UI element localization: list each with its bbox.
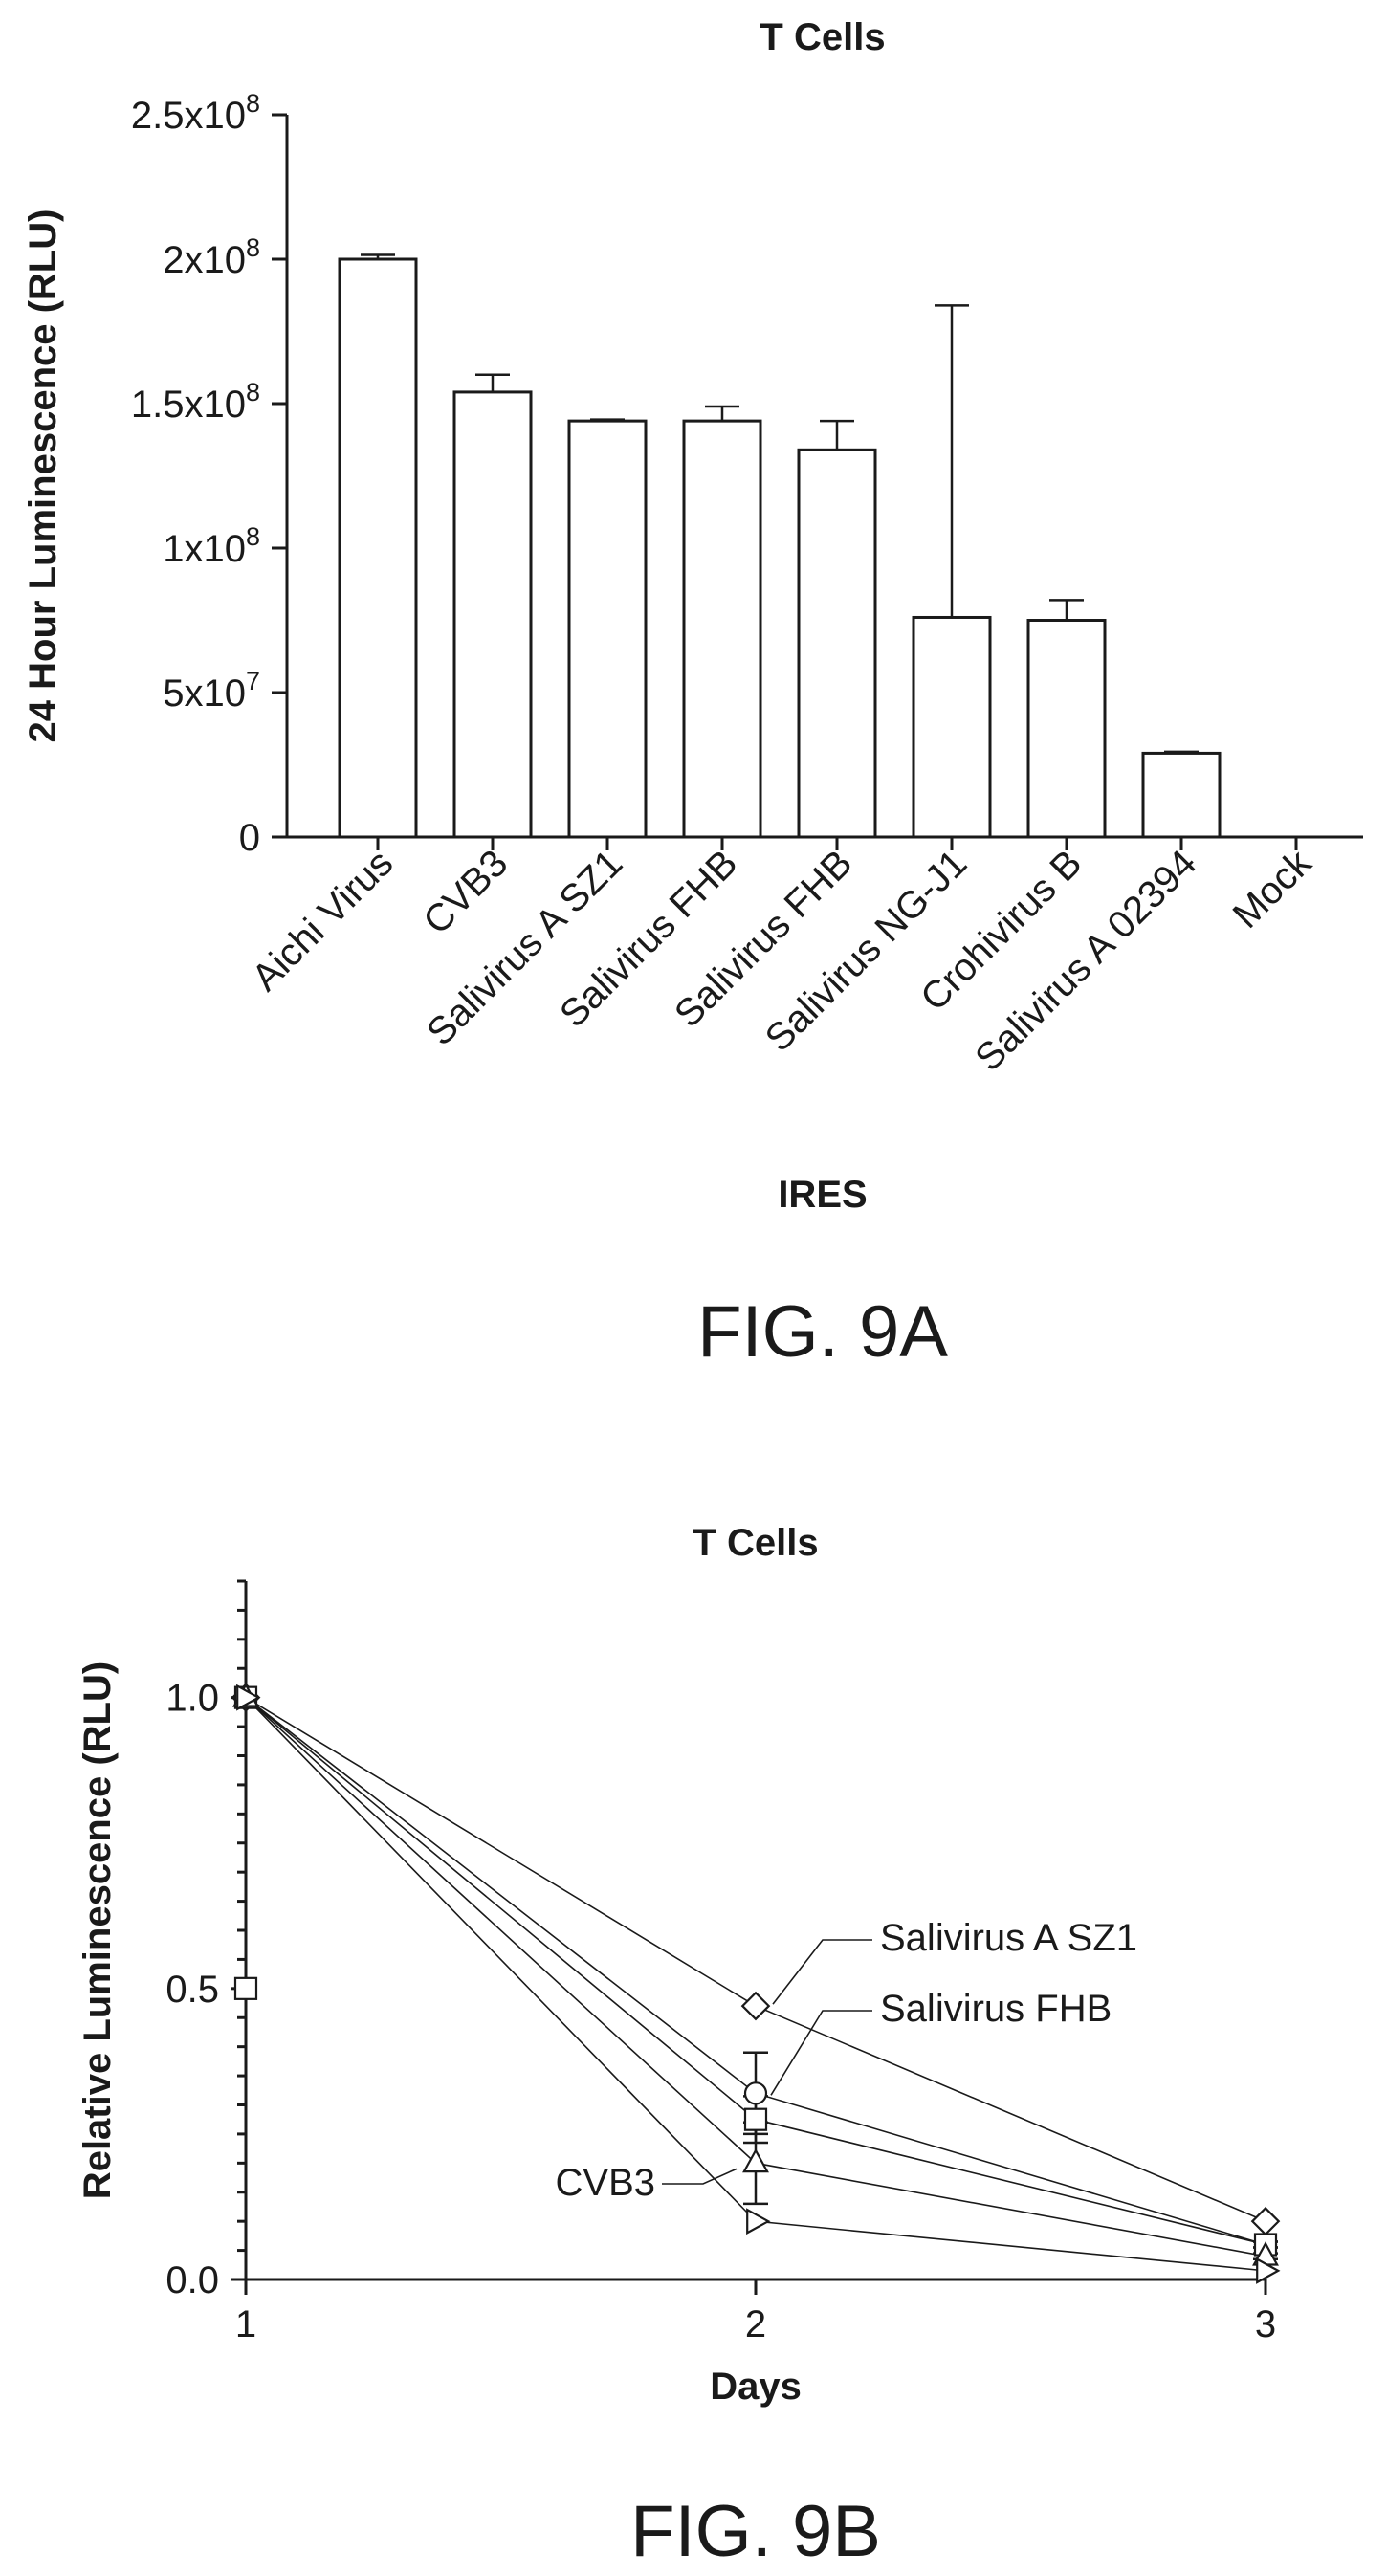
y-axis-label: 24 Hour Luminescence (RLU) xyxy=(22,209,64,743)
diamond-marker xyxy=(740,1991,771,2021)
bar xyxy=(1141,751,1222,839)
x-tick-label: 2 xyxy=(745,2303,766,2345)
y-tick-label: 1.5x108 xyxy=(131,378,260,426)
x-tick-label: 1 xyxy=(235,2303,256,2345)
x-tick-label: Mock xyxy=(1225,842,1320,936)
y-tick-label-base: 2.5x10 xyxy=(131,95,246,137)
line-chart-fig-9b: T Cells Relative Luminescence (RLU) 0.0 0.5… xyxy=(77,1522,1281,2572)
x-axis-label: IRES xyxy=(778,1174,867,1216)
square-marker xyxy=(233,1976,258,2000)
series-annotation: Salivirus FHB xyxy=(880,1988,1112,2030)
bar xyxy=(452,390,533,839)
bar xyxy=(797,448,877,839)
y-tick-label: 1.0 xyxy=(165,1678,219,1720)
triangle-up-marker xyxy=(742,2147,769,2173)
y-tick-label: 2x108 xyxy=(163,233,260,281)
x-axis-label: Days xyxy=(710,2366,802,2408)
y-tick-label: 0 xyxy=(239,817,260,859)
x-tick-label: CVB3 xyxy=(415,842,516,942)
y-tick-label-exponent: 8 xyxy=(246,522,260,551)
series-annotation: Salivirus A SZ1 xyxy=(880,1917,1137,1959)
y-tick-label: 0.5 xyxy=(165,1969,219,2011)
bar-chart-fig-9a: T Cells 24 Hour Luminescence (RLU) 0 5x107 1… xyxy=(22,16,1363,1368)
x-tick-label: Salivirus A 02394 xyxy=(967,842,1204,1079)
bar xyxy=(567,419,648,839)
bar xyxy=(912,615,992,839)
bar xyxy=(1026,619,1107,839)
bar xyxy=(682,419,762,839)
y-tick-label: 0.0 xyxy=(165,2259,219,2301)
figure-label: FIG. 9B xyxy=(630,2491,881,2572)
chart-title: T Cells xyxy=(760,16,885,58)
diamond-marker xyxy=(1250,2206,1281,2236)
triangle-right-marker xyxy=(746,2208,771,2235)
x-tick-label: Salivirus A SZ1 xyxy=(419,842,630,1053)
square-marker xyxy=(743,2107,768,2131)
x-tick-label: Salivirus NG-J1 xyxy=(758,842,976,1060)
y-tick-label-base: 0 xyxy=(239,817,260,859)
series-annotation: CVB3 xyxy=(556,2162,656,2204)
y-tick-label-exponent: 8 xyxy=(246,233,260,262)
y-tick-label: 2.5x108 xyxy=(131,89,260,137)
y-tick-label: 1x108 xyxy=(163,522,260,570)
circle-marker xyxy=(743,2081,768,2105)
y-tick-label-exponent: 8 xyxy=(246,89,260,118)
bar xyxy=(338,257,418,839)
figure-label: FIG. 9A xyxy=(697,1291,948,1368)
x-tick-label: Aichi Virus xyxy=(244,842,401,999)
chart-title: T Cells xyxy=(693,1522,818,1564)
triangle-right-marker xyxy=(236,1684,261,1711)
annotation-leader-line xyxy=(772,1939,872,2005)
y-tick-label-exponent: 8 xyxy=(246,378,260,407)
x-tick-label: 3 xyxy=(1255,2303,1276,2345)
annotation-leader-line xyxy=(770,2010,872,2096)
y-tick-label-base: 1x10 xyxy=(163,528,246,570)
triangle-right-marker xyxy=(1256,2257,1281,2284)
y-axis-label: Relative Luminescence (RLU) xyxy=(77,1662,119,2199)
annotation-leader-line xyxy=(662,2168,738,2185)
y-tick-label: 5x107 xyxy=(163,667,260,715)
y-tick-label-base: 1.5x10 xyxy=(131,384,246,426)
y-tick-label-exponent: 7 xyxy=(246,667,260,695)
y-tick-label-base: 2x10 xyxy=(163,239,246,281)
y-tick-label-base: 5x10 xyxy=(163,672,246,715)
